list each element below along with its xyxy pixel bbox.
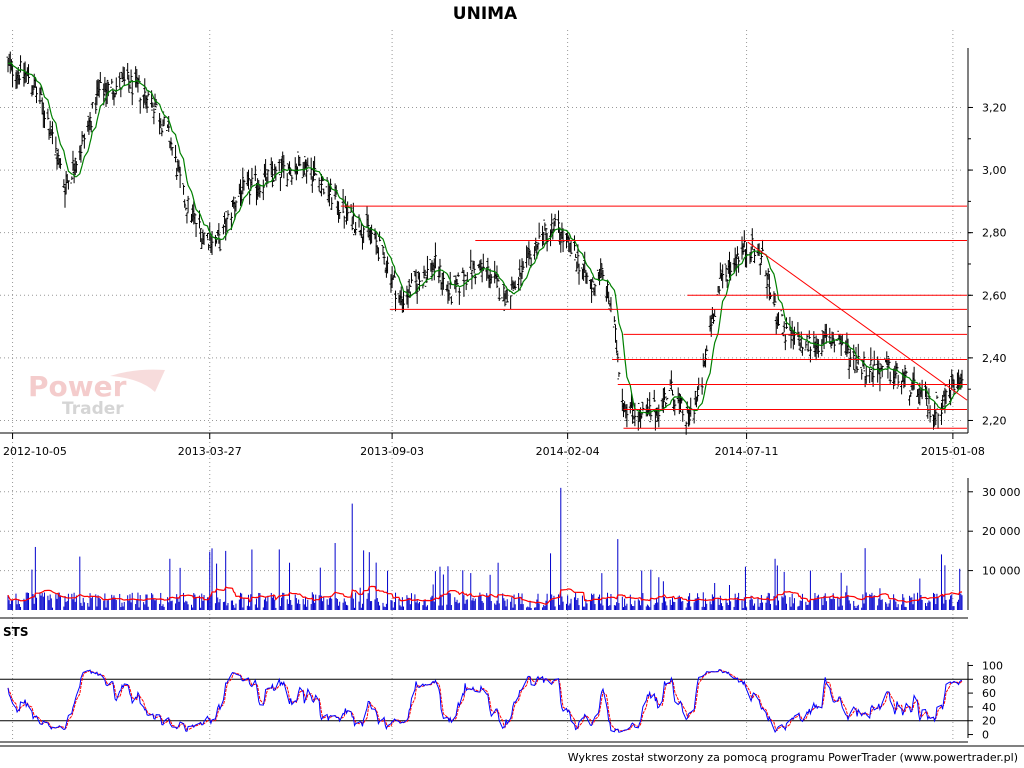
osc-y-tick-label: 0 — [982, 729, 989, 742]
axes: 2012-10-05 2013-03-27 2013-09-03 2014-02-04… — [0, 48, 1021, 743]
oscillator-label: STS — [3, 625, 28, 639]
price-y-tick-label: 3,00 — [982, 164, 1007, 177]
price-y-tick-label: 3,20 — [982, 101, 1007, 114]
chart-title: UNIMA — [453, 4, 518, 24]
price-y-tick-label: 2,80 — [982, 227, 1007, 240]
osc-y-tick-label: 80 — [982, 673, 996, 686]
volume-panel — [7, 487, 963, 610]
moving-average-line — [8, 62, 963, 415]
price-y-tick-label: 2,60 — [982, 289, 1007, 302]
volume-y-tick-label: 30 000 — [982, 486, 1021, 499]
trend-line — [747, 241, 968, 401]
x-tick-label: 2012-10-05 — [3, 445, 67, 458]
x-tick-label: 2014-02-04 — [536, 445, 600, 458]
osc-y-tick-label: 100 — [982, 659, 1003, 672]
volume-average-line — [7, 585, 963, 605]
volume-y-tick-label: 20 000 — [982, 525, 1021, 538]
x-tick-label: 2015-01-08 — [921, 445, 985, 458]
sts-main-line — [7, 669, 962, 734]
volume-bars — [7, 487, 963, 610]
x-tick-label: 2013-09-03 — [360, 445, 424, 458]
osc-y-tick-label: 40 — [982, 701, 996, 714]
price-y-tick-label: 2,20 — [982, 414, 1007, 427]
x-tick-label: 2014-07-11 — [715, 445, 779, 458]
osc-y-tick-label: 20 — [982, 715, 996, 728]
volume-y-tick-label: 10 000 — [982, 565, 1021, 578]
osc-y-tick-label: 60 — [982, 687, 996, 700]
price-bars — [6, 51, 964, 435]
watermark-trader: Trader — [62, 399, 124, 419]
price-panel — [6, 51, 968, 435]
watermark-swoosh — [110, 369, 165, 392]
x-tick-label: 2013-03-27 — [178, 445, 242, 458]
price-y-tick-label: 2,40 — [982, 352, 1007, 365]
footer-credit: Wykres został stworzony za pomocą progra… — [568, 751, 1018, 764]
oscillator-panel — [0, 669, 968, 734]
powertrader-watermark: Power Trader — [28, 369, 165, 419]
watermark-power: Power — [28, 370, 127, 403]
